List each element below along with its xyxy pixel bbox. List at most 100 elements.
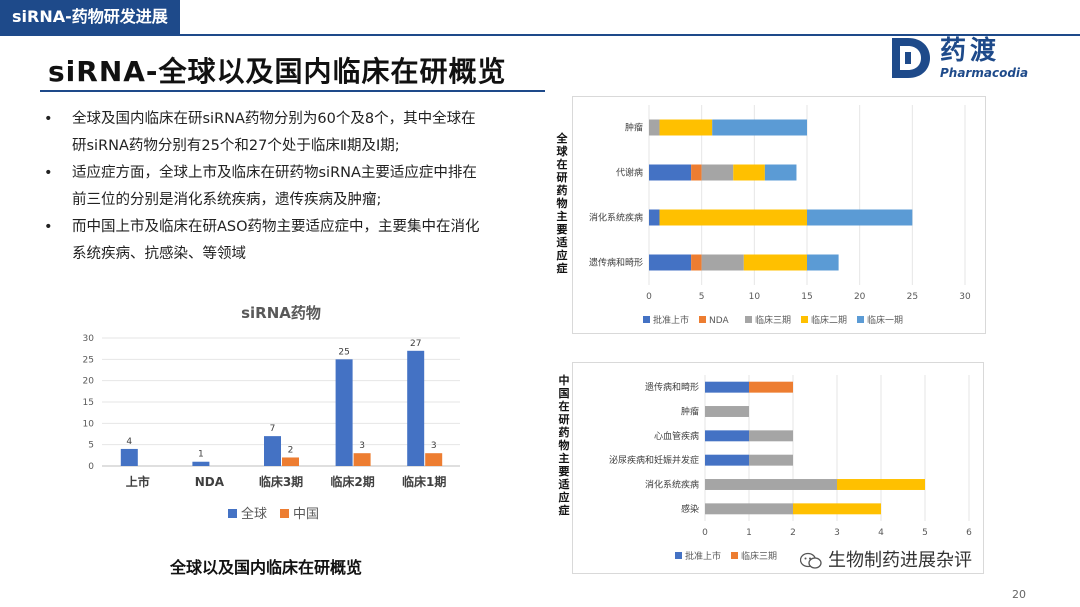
- china-indication-label-char: 适: [558, 478, 570, 491]
- global-indication-label-char: 应: [556, 249, 568, 262]
- legend-swatch: [745, 316, 752, 323]
- stacked-bar-segment: [659, 209, 807, 226]
- stacked-bar-segment: [705, 406, 749, 417]
- x-tick-label: 0: [702, 528, 708, 538]
- china-indication-label-char: 国: [558, 387, 570, 400]
- legend-swatch: [699, 316, 706, 323]
- header-rule: [0, 34, 1080, 36]
- china-indication-label-char: 在: [558, 400, 570, 413]
- x-tick-label: 30: [959, 292, 971, 302]
- global-indication-label-char: 要: [556, 223, 568, 236]
- bullet-text: 适应症方面，全球上市及临床在研药物siRNA主要适应症中排在前三位的分别是消化系…: [72, 165, 477, 208]
- legend-label: NDA: [709, 316, 730, 326]
- x-tick-label: 3: [834, 528, 840, 538]
- bullet-marker: •: [44, 111, 53, 127]
- x-tick-label: 10: [749, 292, 761, 302]
- x-tick-label: 25: [907, 292, 918, 302]
- data-label: 25: [338, 347, 349, 357]
- stacked-bar-segment: [649, 254, 692, 271]
- x-tick-label: 5: [922, 528, 928, 538]
- china-indication-label-char: 药: [558, 426, 570, 439]
- stacked-bar-segment: [749, 454, 793, 466]
- global-indication-label-char: 物: [556, 197, 568, 210]
- china-indication-label-char: 症: [558, 504, 570, 517]
- stacked-bar-segment: [807, 254, 839, 271]
- stacked-bar-segment: [701, 254, 744, 271]
- x-tick-label: 1: [746, 528, 752, 538]
- y-category-label: 遗传病和畸形: [589, 257, 643, 269]
- bar: [264, 436, 281, 466]
- bullet-marker: •: [44, 219, 53, 235]
- bar: [425, 453, 443, 466]
- global-indication-label-char: 适: [556, 236, 568, 249]
- data-label: 1: [198, 450, 204, 460]
- stacked-bar-segment: [793, 503, 881, 515]
- wechat-account-name: 生物制药进展杂评: [828, 550, 972, 571]
- legend-swatch: [675, 552, 682, 559]
- stacked-bar-segment: [807, 209, 913, 226]
- data-label: 7: [270, 424, 276, 434]
- bar: [335, 359, 353, 466]
- y-tick-label: 10: [83, 419, 95, 429]
- legend-swatch: [228, 509, 237, 518]
- bar: [407, 350, 425, 466]
- stacked-bar-segment: [649, 119, 660, 136]
- x-tick-label: NDA: [195, 475, 225, 489]
- y-tick-label: 0: [88, 462, 94, 472]
- stacked-bar-segment: [743, 254, 807, 271]
- china-indication-vertical-label: 中国在研药物主要适应症: [557, 374, 571, 517]
- stacked-bar-segment: [649, 164, 692, 181]
- y-tick-label: 30: [83, 334, 95, 344]
- stacked-bar-segment: [705, 381, 749, 393]
- global-indication-chart: 0 5 10 15 20 25 30 肿瘤 代谢病 消化系统疾病 遗传病和畸形 批准上市 NDA 临床三期…: [572, 96, 986, 334]
- china-indication-label-char: 研: [558, 413, 570, 426]
- y-category-label: 感染: [681, 503, 699, 515]
- bullet-text: 全球及国内临床在研siRNA药物分别为60个及8个，其中全球在研siRNA药物分…: [72, 111, 476, 154]
- y-category-label: 肿瘤: [625, 122, 643, 134]
- china-indication-chart: 0 1 2 3 4 5 6 遗传病和畸形 肿瘤 心血管疾病 泌尿疾病和妊娠并发症 消化系统疾病 感染 批准…: [572, 362, 984, 574]
- legend-label: 临床二期: [811, 314, 847, 326]
- bar: [282, 457, 299, 466]
- data-label: 4: [126, 437, 132, 447]
- global-indication-label-char: 在: [556, 158, 568, 171]
- stacked-bar-segment: [705, 503, 793, 515]
- stacked-bar-segment: [764, 164, 797, 181]
- bullet-item: • 适应症方面，全球上市及临床在研药物siRNA主要适应症中排在前三位的分别是消化…: [40, 160, 490, 214]
- legend-swatch: [857, 316, 864, 323]
- y-category-label: 心血管疾病: [654, 430, 699, 442]
- x-tick-label: 0: [646, 292, 652, 302]
- legend-swatch: [731, 552, 738, 559]
- bar: [192, 461, 210, 466]
- china-indication-label-char: 应: [558, 491, 570, 504]
- bullet-item: • 全球及国内临床在研siRNA药物分别为60个及8个，其中全球在研siRNA药物…: [40, 106, 490, 160]
- pharmacodia-logo-icon: [892, 38, 930, 78]
- logo-text-en: Pharmacodia: [940, 66, 1029, 80]
- figure-caption: 全球以及国内临床在研概览: [170, 558, 363, 577]
- stacked-bar-segment: [837, 479, 925, 490]
- y-category-label: 泌尿疾病和妊娠并发症: [609, 454, 699, 466]
- stacked-bar-segment: [712, 119, 807, 136]
- stacked-bar-segment: [749, 381, 793, 393]
- stacked-bar-segment: [705, 479, 837, 490]
- y-category-label: 肿瘤: [681, 406, 699, 418]
- x-tick-label: 临床2期: [330, 474, 374, 489]
- legend-label: 批准上市: [653, 314, 689, 326]
- china-indication-label-char: 主: [558, 452, 570, 465]
- y-tick-label: 20: [83, 377, 95, 387]
- x-tick-label: 5: [699, 292, 705, 302]
- global-indication-label-char: 研: [556, 171, 568, 184]
- legend-swatch: [801, 316, 808, 323]
- global-indication-label-char: 症: [556, 262, 568, 275]
- page-number: 20: [1012, 588, 1026, 601]
- global-indication-label-char: 主: [556, 210, 568, 223]
- bullet-marker: •: [44, 165, 53, 181]
- china-indication-label-char: 物: [558, 439, 570, 452]
- y-category-label: 消化系统疾病: [645, 479, 699, 491]
- x-tick-label: 上市: [126, 474, 150, 489]
- stacked-bar-segment: [691, 254, 702, 271]
- x-tick-label: 4: [878, 528, 884, 538]
- stacked-bar-segment: [649, 209, 660, 226]
- china-indication-chart-svg: 0 1 2 3 4 5 6 遗传病和畸形肿瘤心血管疾病泌尿疾病和妊娠并发症消化系统疾病感染批准…: [609, 375, 972, 562]
- y-category-label: 遗传病和畸形: [645, 381, 699, 393]
